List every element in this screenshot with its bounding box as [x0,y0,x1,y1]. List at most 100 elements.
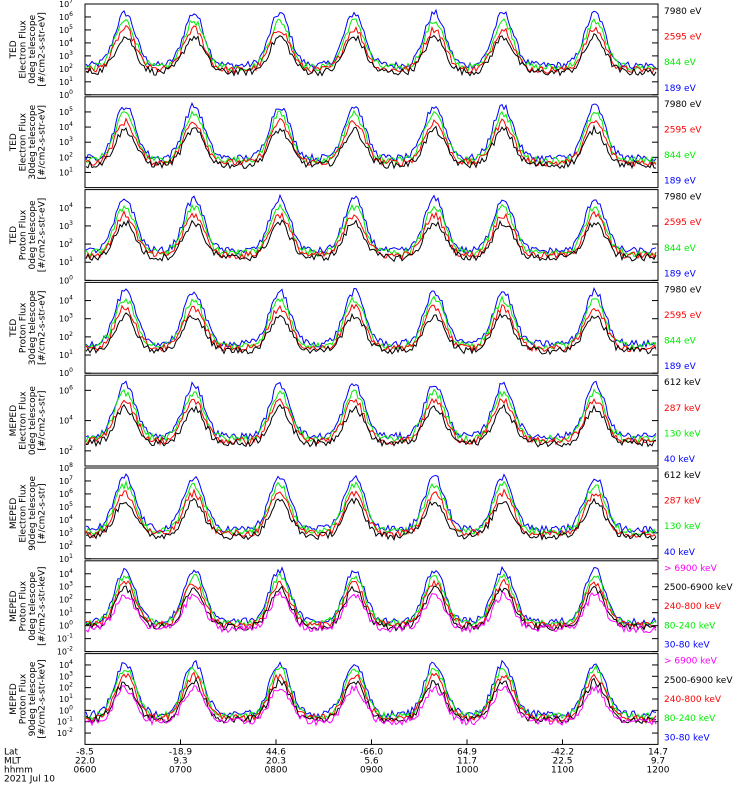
y-axis-label-line: Electron Flux [19,391,29,450]
legend-entry: 130 keV [664,522,701,532]
legend-entry: 130 keV [664,429,701,439]
legend-entry: > 6900 keV [664,564,718,574]
y-tick-label: 104 [59,415,73,426]
legend-entry: 7980 eV [664,100,702,110]
y-tick-label: 106 [59,11,73,22]
y-tick-label: 104 [59,202,73,213]
y-tick-label: 100 [59,704,73,715]
y-tick-label: 10-1 [57,633,73,644]
x-row-label: Lat [4,747,19,757]
y-axis-label-line: Electron Flux [19,19,29,78]
legend-entry: 30-80 keV [664,733,710,743]
y-axis-label: MEPED Electron Flux 90deg telescope [#/cm2-… [9,476,48,551]
legend-entry: 80-240 keV [664,621,716,631]
legend-entry: 844 eV [664,58,697,68]
panel-7: 10-2 10-1 100 101 102 103 104 MEPED Proton Flux 0… [9,560,733,657]
series-trace [85,117,657,168]
legend-entry: 240-800 keV [664,695,722,705]
series-trace [85,497,657,541]
x-tick-lat: -42.2 [551,747,574,757]
x-tick-hhmm: 0900 [360,765,383,775]
legend-entry: 189 eV [664,269,697,279]
x-tick-hhmm: 0600 [74,765,97,775]
series-trace [85,32,657,77]
y-axis-label-line: MEPED [9,590,19,622]
x-tick-mlt: 9.3 [173,756,187,766]
y-tick-label: 105 [59,24,73,35]
panel-frame [84,281,659,374]
y-tick-label: 10-1 [57,716,73,727]
y-axis-label-line: Proton Flux [19,673,29,724]
y-tick-label: 101 [59,349,73,360]
series-trace [85,573,657,629]
y-axis-label-line: MEPED [9,498,19,530]
y-tick-label: 102 [59,540,73,551]
y-axis-label-line: 0deg telescope [28,386,38,456]
panel-frame [84,374,659,467]
panel-3: 100 101 102 103 104 TED Proton Flux 0deg telesc… [9,189,702,285]
y-tick-label: 104 [59,659,73,670]
y-tick-label: 103 [59,50,73,61]
y-tick-label: 104 [59,295,73,306]
legend-entry: 2500-6900 keV [664,676,733,686]
y-axis-label-line: Electron Flux [19,112,29,171]
y-axis-label: TED Electron Flux 30deg telescope [#/cm2-s-… [9,104,48,179]
x-tick-mlt: 22.0 [75,756,95,766]
x-tick-lat: -66.0 [360,747,384,757]
y-tick-label: 100 [59,274,73,285]
y-tick-label: 102 [59,682,73,693]
y-tick-label: 101 [59,693,73,704]
panel-frame [84,96,659,189]
y-axis-label-line: [#/cm2-s-str] [38,483,48,543]
panel-frame [84,560,659,653]
legend-entry: 7980 eV [664,285,702,295]
panel-frame [84,467,659,560]
y-axis-label-line: 30deg telescope [28,290,38,365]
legend-entry: 2595 eV [664,33,702,43]
series-trace [85,380,657,441]
y-axis-label-line: Proton Flux [19,302,29,353]
x-tick-lat: -8.5 [76,747,94,757]
y-axis-label-line: [#/cm2-s-str] [38,391,48,451]
y-axis-label-line: Proton Flux [19,209,29,260]
y-axis-label-line: TED [9,319,19,338]
panel-1: 100 101 102 103 104 105 106 107 TED Electron Flux… [9,0,702,100]
legend-entry: 2595 eV [664,218,702,228]
series-trace [85,102,657,163]
y-axis-label-line: [#/cm2-s-str-keV] [38,566,48,645]
legend-entry: 80-240 keV [664,714,716,724]
y-axis-label-line: [#/cm2-s-str-eV] [38,291,48,366]
series-trace [85,403,657,448]
y-axis-label: MEPED Proton Flux 90deg telescope [#/cm2-s-… [9,659,48,738]
y-axis-label-line: [#/cm2-s-str-eV] [38,12,48,87]
legend-entry: 2595 eV [664,125,702,135]
date-label: 2021 Jul 10 [4,774,55,784]
y-axis-label-line: [#/cm2-s-str-keV] [38,659,48,738]
y-tick-label: 104 [59,514,73,525]
x-tick-lat: 64.9 [457,747,477,757]
series-trace [85,210,657,261]
legend-entry: 844 eV [664,244,697,254]
y-tick-label: 105 [59,106,73,117]
y-tick-label: 101 [59,607,73,618]
y-axis-label-line: 90deg telescope [28,661,38,736]
series-trace [85,193,657,256]
x-row-label: MLT [4,756,22,766]
legend-entry: > 6900 keV [664,657,718,667]
series-trace [85,203,657,259]
legend-entry: 612 keV [664,471,701,481]
series-trace [85,677,657,725]
y-tick-label: 104 [59,121,73,132]
series-trace [86,24,657,75]
y-tick-label: 101 [59,256,73,267]
y-tick-label: 103 [59,313,73,324]
y-tick-label: 102 [59,594,73,605]
y-tick-label: 106 [59,384,73,395]
y-tick-label: 102 [59,63,73,74]
y-axis-label: TED Proton Flux 30deg telescope [#/cm2-s-st… [9,290,48,365]
series-trace [85,473,657,535]
y-tick-label: 103 [59,670,73,681]
y-axis-label-line: [#/cm2-s-str-eV] [38,198,48,273]
y-tick-label: 102 [59,151,73,162]
y-tick-label: 107 [59,475,73,486]
